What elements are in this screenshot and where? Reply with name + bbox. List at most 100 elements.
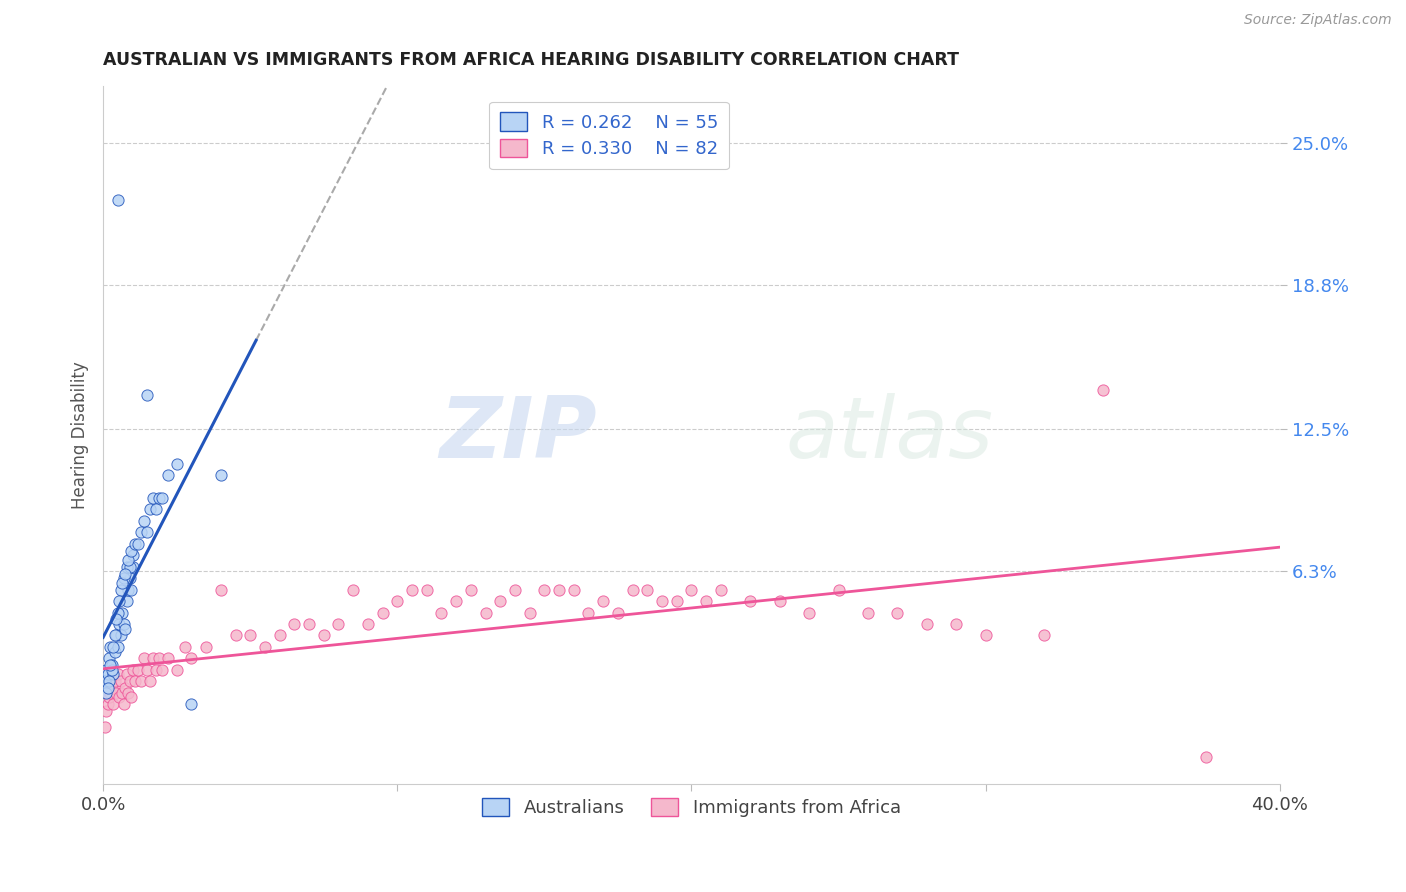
Point: [111, 575, 134, 590]
Point: [100, 640, 122, 654]
Point: [105, 686, 128, 700]
Point: [111, 686, 134, 700]
Point: [592, 594, 614, 608]
Point: [103, 640, 125, 654]
Point: [142, 491, 165, 505]
Point: [357, 617, 380, 632]
Point: [209, 468, 232, 483]
Point: [103, 667, 125, 681]
Point: [100, 686, 122, 700]
Point: [562, 582, 585, 597]
Point: [117, 582, 139, 597]
Point: [101, 663, 124, 677]
Point: [104, 628, 127, 642]
Point: [312, 628, 335, 642]
Point: [121, 549, 143, 563]
Point: [98, 690, 121, 705]
Point: [503, 582, 526, 597]
Point: [112, 697, 135, 711]
Point: [105, 612, 128, 626]
Point: [114, 622, 136, 636]
Point: [110, 628, 132, 642]
Point: [489, 594, 512, 608]
Point: [118, 571, 141, 585]
Point: [239, 628, 262, 642]
Point: [134, 651, 156, 665]
Point: [195, 640, 218, 654]
Point: [127, 663, 149, 677]
Point: [93, 720, 115, 734]
Point: [606, 606, 628, 620]
Point: [120, 582, 142, 597]
Text: Source: ZipAtlas.com: Source: ZipAtlas.com: [1244, 13, 1392, 28]
Point: [665, 594, 688, 608]
Point: [111, 606, 134, 620]
Point: [142, 651, 165, 665]
Point: [114, 681, 136, 696]
Point: [1092, 384, 1115, 398]
Point: [105, 628, 128, 642]
Point: [98, 674, 121, 689]
Point: [96, 697, 118, 711]
Point: [769, 594, 792, 608]
Point: [94, 663, 117, 677]
Point: [253, 640, 276, 654]
Point: [115, 667, 138, 681]
Point: [118, 674, 141, 689]
Point: [166, 457, 188, 471]
Point: [387, 594, 409, 608]
Point: [108, 594, 131, 608]
Point: [139, 502, 162, 516]
Point: [96, 667, 118, 681]
Point: [120, 543, 142, 558]
Point: [636, 582, 658, 597]
Point: [121, 663, 143, 677]
Point: [120, 690, 142, 705]
Point: [100, 658, 122, 673]
Point: [107, 667, 129, 681]
Y-axis label: Hearing Disability: Hearing Disability: [72, 361, 89, 508]
Point: [124, 674, 146, 689]
Point: [974, 628, 997, 642]
Point: [134, 514, 156, 528]
Text: ZIP: ZIP: [440, 393, 598, 476]
Point: [117, 686, 139, 700]
Point: [136, 663, 159, 677]
Point: [621, 582, 644, 597]
Point: [110, 674, 132, 689]
Point: [101, 658, 124, 673]
Point: [112, 617, 135, 632]
Point: [107, 640, 129, 654]
Point: [110, 582, 132, 597]
Point: [519, 606, 541, 620]
Point: [94, 686, 117, 700]
Point: [139, 674, 162, 689]
Point: [740, 594, 762, 608]
Point: [148, 651, 170, 665]
Point: [107, 193, 129, 207]
Point: [115, 594, 138, 608]
Point: [108, 617, 131, 632]
Point: [269, 628, 291, 642]
Point: [96, 681, 118, 696]
Point: [224, 628, 246, 642]
Point: [136, 388, 159, 402]
Point: [430, 606, 453, 620]
Point: [104, 674, 127, 689]
Point: [115, 559, 138, 574]
Point: [827, 582, 849, 597]
Point: [474, 606, 496, 620]
Point: [104, 644, 127, 658]
Point: [127, 537, 149, 551]
Point: [174, 640, 197, 654]
Point: [415, 582, 437, 597]
Point: [1195, 750, 1218, 764]
Text: atlas: atlas: [786, 393, 994, 476]
Legend: Australians, Immigrants from Africa: Australians, Immigrants from Africa: [475, 790, 908, 824]
Point: [695, 594, 717, 608]
Point: [131, 525, 153, 540]
Point: [150, 663, 173, 677]
Point: [578, 606, 600, 620]
Point: [371, 606, 394, 620]
Point: [117, 553, 139, 567]
